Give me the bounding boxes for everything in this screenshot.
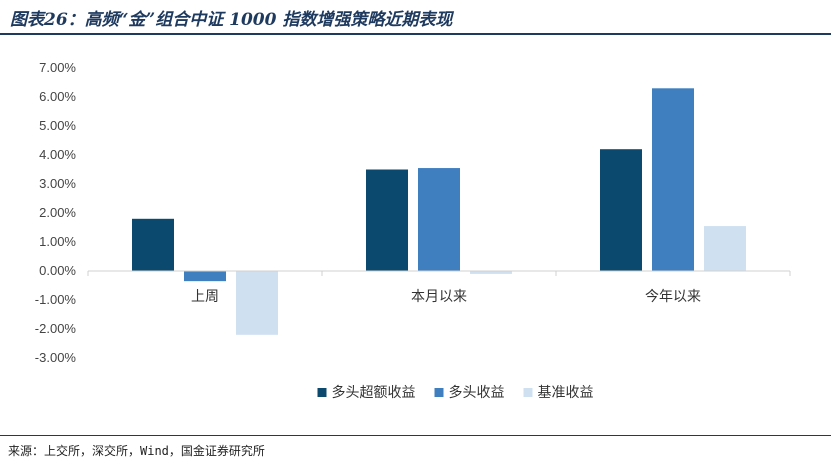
y-tick-label: 1.00% [39,234,76,249]
title-divider [0,33,831,35]
y-tick-label: 4.00% [39,147,76,162]
y-tick-label: -1.00% [35,292,77,307]
bar [418,168,460,271]
legend-swatch [434,388,444,397]
legend: 多头超额收益 多头收益 基准收益 [317,384,594,401]
y-tick-label: 5.00% [39,118,76,133]
legend-label: 多头收益 [449,384,505,401]
bar [236,271,278,335]
x-category-label: 今年以来 [645,289,701,305]
chart-title: 图表26：高频“金”组合中证 1000 指数增强策略近期表现 [10,10,453,30]
bar [470,271,512,274]
y-axis-ticks: -3.00% -2.00% -1.00% 0.00% 1.00% 2.00% 3.00% 4.… [35,60,77,365]
category-labels: 上周 本月以来 今年以来 [87,271,791,305]
legend-label: 多头超额收益 [332,384,416,401]
bar [652,88,694,271]
bar [366,169,408,271]
bar [600,149,642,271]
y-tick-label: -3.00% [35,350,77,365]
legend-label: 基准收益 [538,384,594,401]
legend-swatch [523,388,533,397]
legend-swatch [317,388,327,397]
bar [704,226,746,271]
bar-series [132,88,746,335]
bar-chart: -3.00% -2.00% -1.00% 0.00% 1.00% 2.00% 3.00% 4.… [35,60,791,401]
y-tick-label: 3.00% [39,176,76,191]
x-category-label: 上周 [191,289,219,305]
bar [132,218,174,271]
y-tick-label: -2.00% [35,321,77,336]
x-category-label: 本月以来 [411,289,467,305]
source-note: 来源：上交所，深交所，Wind，国金证券研究所 [8,444,265,458]
footer-divider [0,435,831,436]
bar [184,271,226,282]
y-tick-label: 0.00% [39,263,76,278]
y-tick-label: 7.00% [39,60,76,75]
y-tick-label: 6.00% [39,89,76,104]
y-tick-label: 2.00% [39,205,76,220]
